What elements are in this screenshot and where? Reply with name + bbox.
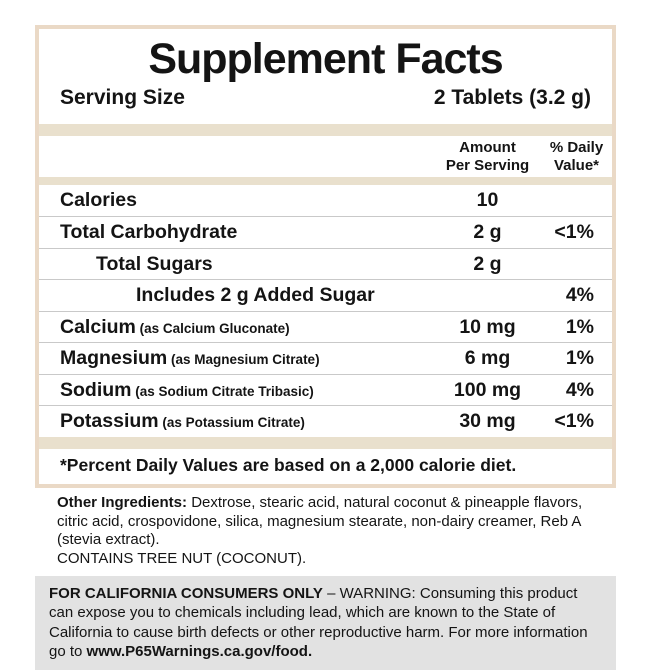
panel-title: Supplement Facts <box>148 35 503 83</box>
nutrient-amount: 2 g <box>473 221 502 244</box>
supplement-facts-panel: Supplement Facts Serving Size 2 Tablets … <box>35 25 616 488</box>
nutrient-amount: 100 mg <box>453 378 522 401</box>
nutrient-daily-value: 4% <box>565 378 594 401</box>
nutrient-name: Total Carbohydrate <box>60 221 238 244</box>
california-warning-box: FOR CALIFORNIA CONSUMERS ONLY – WARNING:… <box>35 575 616 670</box>
nutrient-name: Magnesium <box>60 347 168 370</box>
nutrient-amount: 6 mg <box>464 347 511 370</box>
nutrient-name: Calcium <box>60 315 136 338</box>
nutrient-row: Magnesium (as Magnesium Citrate) 6 mg 1% <box>39 342 612 374</box>
serving-size-value: 2 Tablets (3.2 g) <box>433 86 591 110</box>
nutrient-row: Calcium (as Calcium Gluconate) 10 mg 1% <box>39 310 612 343</box>
nutrient-name: Potassium <box>60 410 159 433</box>
serving-size-label: Serving Size <box>60 86 185 110</box>
other-ingredients-label: Other Ingredients: <box>57 493 188 511</box>
nutrient-daily-value: 4% <box>565 284 594 307</box>
nutrient-source: (as Calcium Gluconate) <box>135 320 290 336</box>
nutrient-daily-value: <1% <box>554 221 594 244</box>
divider-bar-top <box>39 124 612 137</box>
nutrient-daily-value: <1% <box>554 410 594 433</box>
california-warning-url: www.P65Warnings.ca.gov/food. <box>86 643 313 661</box>
nutrient-name: Calories <box>60 189 137 212</box>
nutrient-name: Sodium <box>60 378 132 401</box>
nutrient-amount: 2 g <box>473 252 502 275</box>
nutrient-source: (as Magnesium Citrate) <box>167 352 320 368</box>
nutrient-amount: 10 <box>476 189 499 212</box>
serving-size-row: Serving Size 2 Tablets (3.2 g) <box>39 84 612 124</box>
nutrient-row: Total Carbohydrate 2 g <1% <box>39 216 612 248</box>
allergen-statement: CONTAINS TREE NUT (COCONUT). <box>57 550 307 568</box>
nutrient-source: (as Potassium Citrate) <box>158 415 305 431</box>
supplement-label-page: Supplement Facts Serving Size 2 Tablets … <box>35 25 616 670</box>
daily-value-column-header: % Daily Value* <box>549 139 604 174</box>
nutrient-name: Total Sugars <box>96 252 213 275</box>
nutrient-row: Sodium (as Sodium Citrate Tribasic) 100 … <box>39 373 612 406</box>
divider-bar-header <box>39 176 612 185</box>
nutrient-daily-value: 1% <box>565 347 594 370</box>
divider-bar-bottom <box>39 436 612 449</box>
other-ingredients-text: Dextrose, stearic acid, natural coconut … <box>57 493 583 549</box>
california-warning-intro: FOR CALIFORNIA CONSUMERS ONLY <box>49 584 323 602</box>
nutrient-row: Total Sugars 2 g <box>39 247 612 280</box>
nutrient-row: Includes 2 g Added Sugar 4% <box>39 279 612 311</box>
other-ingredients: Other Ingredients: Dextrose, stearic aci… <box>35 494 616 569</box>
daily-value-footnote: *Percent Daily Values are based on a 2,0… <box>60 454 517 475</box>
nutrient-amount: 30 mg <box>459 410 516 433</box>
nutrient-amount: 10 mg <box>459 315 516 338</box>
nutrient-row: Potassium (as Potassium Citrate) 30 mg <… <box>39 405 612 437</box>
column-headers: Amount Per Serving % Daily Value* <box>39 136 612 177</box>
nutrient-source: (as Sodium Citrate Tribasic) <box>131 383 314 399</box>
nutrient-row: Calories 10 <box>39 185 612 217</box>
nutrient-rows: Calories 10 Total Carbohydrate 2 g <1% T… <box>39 185 612 437</box>
nutrient-daily-value: 1% <box>565 315 594 338</box>
nutrient-name: Includes 2 g Added Sugar <box>136 284 375 307</box>
amount-column-header: Amount Per Serving <box>445 139 530 174</box>
